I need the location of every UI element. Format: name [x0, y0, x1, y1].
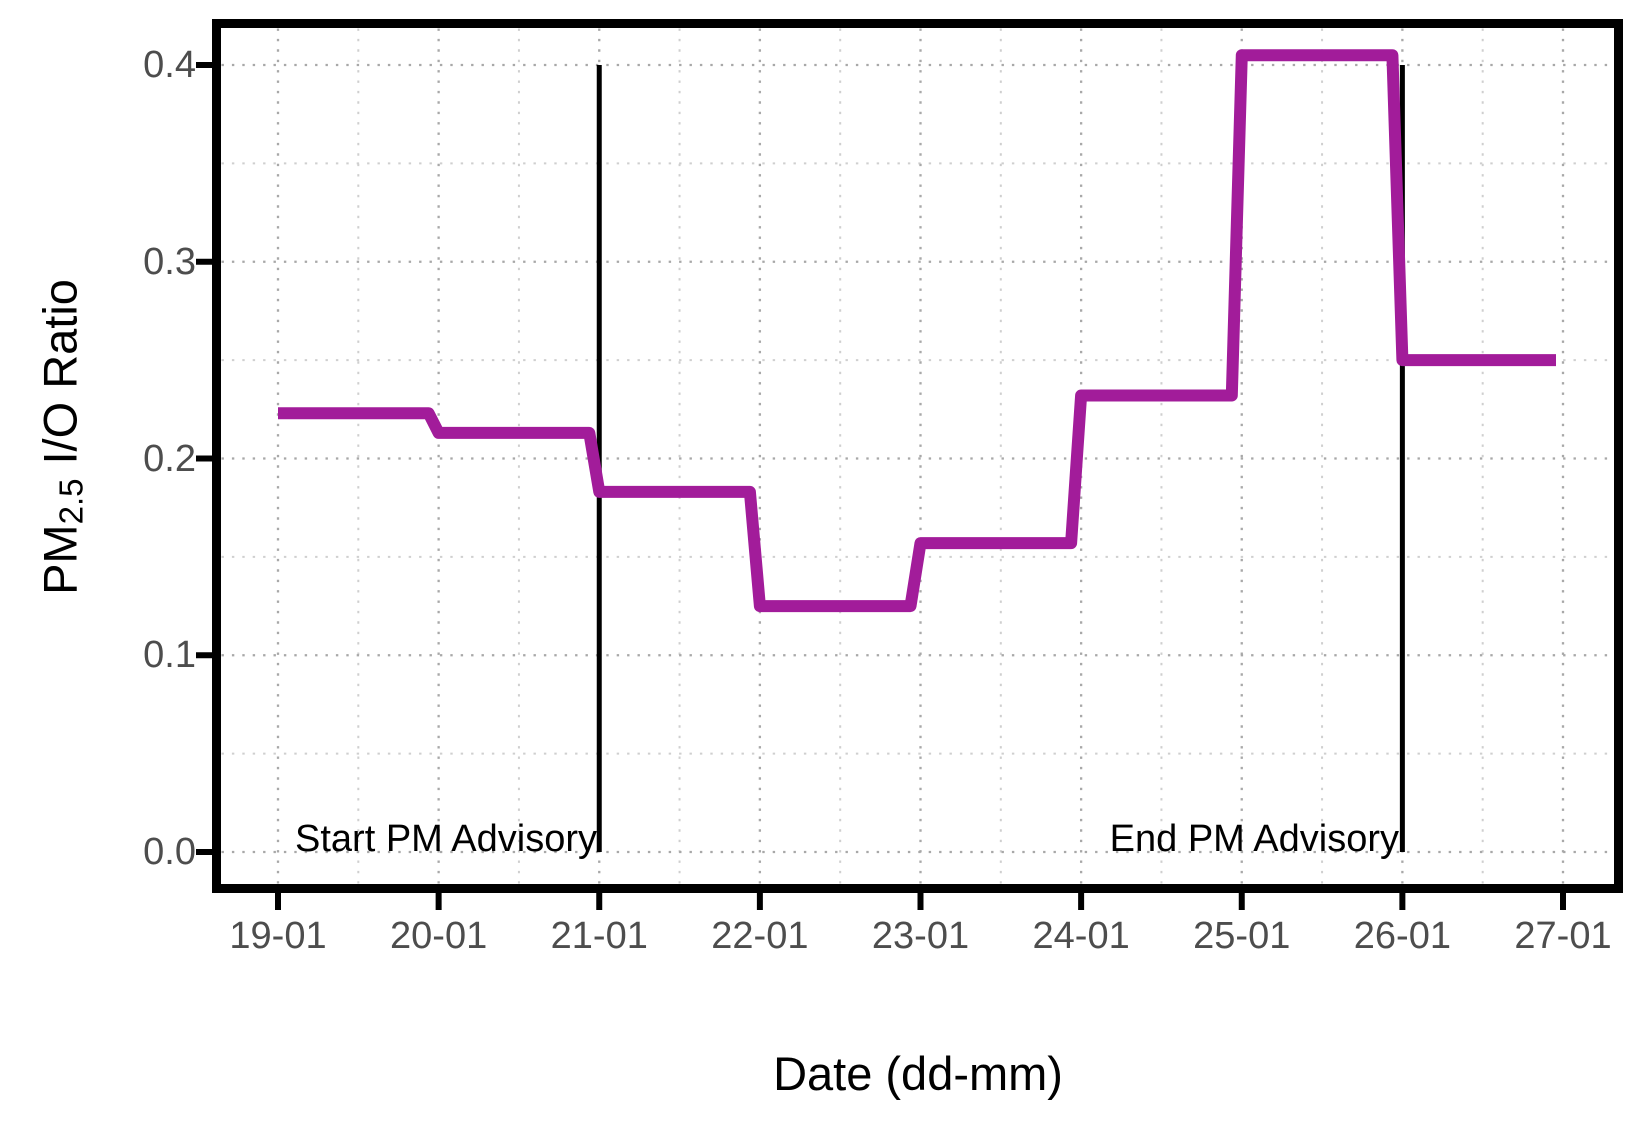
axis-ticks	[196, 62, 1566, 910]
pm25-io-ratio-step-line	[278, 49, 1556, 613]
y-title-subscript: 2.5	[52, 478, 90, 525]
minor-gridlines	[221, 28, 1614, 884]
annotation-end-pm-advisory: End PM Advisory	[1109, 818, 1399, 860]
series-layer	[278, 49, 1556, 613]
y-title-rest: I/O Ratio	[33, 279, 87, 465]
advisory-lines	[596, 65, 1405, 852]
panel-border	[212, 19, 1623, 893]
y-title-base: PM	[33, 524, 87, 595]
x-axis-title: Date (dd-mm)	[773, 1047, 1063, 1100]
annotation-start-pm-advisory: Start PM Advisory	[295, 818, 597, 860]
